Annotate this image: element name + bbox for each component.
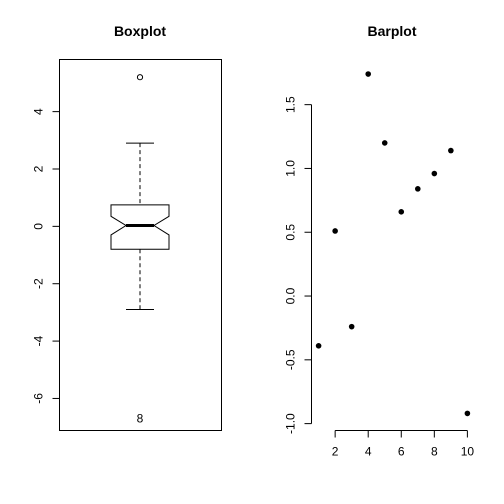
boxplot-y-tick-label: -2 (32, 278, 46, 289)
scatter-y-tick-label: -0.5 (284, 349, 298, 370)
scatter-x-tick-label: 8 (431, 445, 438, 459)
scatter-x-tick-label: 2 (332, 445, 339, 459)
scatter-y-axis: -1.0 -0.5 0.0 0.5 1.0 1.5 (284, 96, 312, 434)
boxplot-y-tick-label: 2 (32, 165, 46, 172)
scatter-y-tick-label: -1.0 (284, 413, 298, 434)
boxplot-outlier (136, 74, 144, 81)
scatter-point (348, 323, 355, 330)
scatter-x-tick-label: 4 (365, 445, 372, 459)
boxplot-y-tick-label: 4 (32, 108, 46, 115)
scatter-point (381, 140, 388, 146)
boxplot-title: Boxplot (114, 23, 166, 39)
boxplot-y-tick-label: -6 (32, 393, 46, 404)
boxplot-box (110, 204, 170, 250)
scatter-y-tick-label: 0.5 (284, 224, 298, 241)
scatter-point (398, 209, 405, 215)
scatter-title: Barplot (368, 23, 417, 39)
scatter-point (448, 147, 454, 154)
scatter-y-tick-label: 1.5 (284, 96, 298, 113)
scatter-y-tick-label: 1.0 (284, 160, 298, 177)
scatter-y-tick-label: 0.0 (284, 287, 298, 304)
boxplot-y-tick-label: 0 (32, 223, 46, 230)
boxplot-body: 8 (110, 74, 170, 426)
scatter-points (315, 71, 471, 417)
boxplot-outlier-label: 8 (137, 412, 144, 426)
scatter-x-axis: 2 4 6 8 10 (332, 430, 475, 459)
scatter-x-tick-label: 10 (461, 445, 475, 459)
scatter-point (464, 410, 471, 417)
scatter-point (315, 342, 322, 349)
scatter-x-tick-label: 6 (398, 445, 405, 459)
boxplot-panel: Boxplot -6 -4 -2 0 2 4 8 (32, 23, 222, 431)
boxplot-y-axis: -6 -4 -2 0 2 4 (32, 108, 60, 404)
scatter-point (414, 186, 421, 192)
scatter-panel: Barplot -1.0 -0.5 0.0 0.5 1.0 1.5 2 4 6 8 10 (284, 23, 475, 459)
boxplot-y-tick-label: -4 (32, 335, 46, 346)
scatter-point (332, 228, 338, 234)
scatter-point (431, 170, 438, 177)
scatter-point (365, 71, 372, 77)
